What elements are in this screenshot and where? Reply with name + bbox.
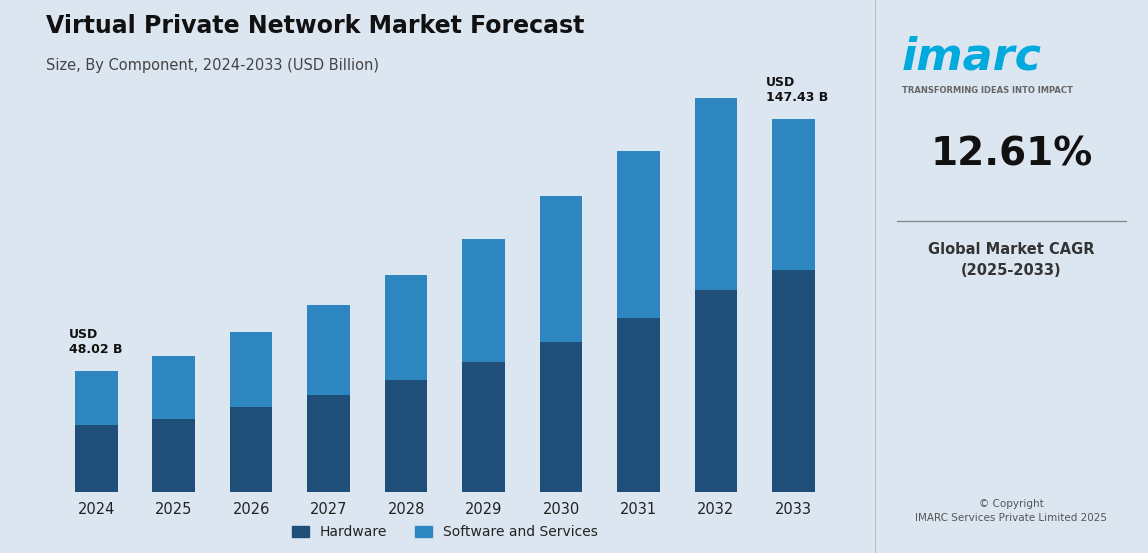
Bar — [385, 275, 427, 380]
Text: © Copyright
IMARC Services Private Limited 2025: © Copyright IMARC Services Private Limit… — [915, 499, 1108, 523]
Text: USD
147.43 B: USD 147.43 B — [767, 76, 829, 105]
Text: 12.61%: 12.61% — [930, 136, 1093, 174]
Bar — [695, 98, 737, 290]
Bar — [385, 380, 427, 492]
Legend: Hardware, Software and Services: Hardware, Software and Services — [287, 520, 603, 545]
Bar — [540, 196, 582, 342]
Bar — [75, 425, 117, 492]
Text: USD
48.02 B: USD 48.02 B — [69, 327, 123, 356]
Bar — [463, 362, 505, 492]
Text: Virtual Private Network Market Forecast: Virtual Private Network Market Forecast — [46, 14, 584, 38]
Text: Global Market CAGR
(2025-2033): Global Market CAGR (2025-2033) — [928, 242, 1095, 278]
Bar — [308, 395, 350, 492]
Bar — [773, 119, 815, 270]
Text: TRANSFORMING IDEAS INTO IMPACT: TRANSFORMING IDEAS INTO IMPACT — [902, 86, 1073, 95]
Text: imarc: imarc — [902, 36, 1042, 79]
Bar — [773, 270, 815, 492]
Bar — [153, 419, 195, 492]
Bar — [463, 239, 505, 362]
Bar — [540, 342, 582, 492]
Bar — [230, 408, 272, 492]
Bar — [153, 356, 195, 419]
Bar — [618, 318, 660, 492]
Bar — [75, 371, 117, 425]
Text: Size, By Component, 2024-2033 (USD Billion): Size, By Component, 2024-2033 (USD Billi… — [46, 58, 379, 73]
Bar — [695, 290, 737, 492]
Bar — [308, 305, 350, 395]
Bar — [230, 332, 272, 408]
Bar — [618, 151, 660, 318]
